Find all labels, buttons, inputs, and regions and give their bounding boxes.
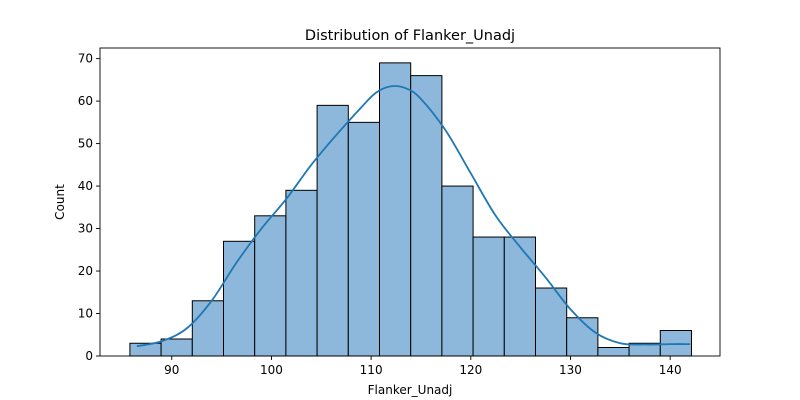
y-tick-label: 0 xyxy=(85,349,93,363)
y-axis-label: Count xyxy=(53,184,67,220)
kde-curve xyxy=(136,85,691,348)
x-tick-label: 110 xyxy=(360,363,383,377)
histogram-bar xyxy=(191,300,225,357)
histogram-bar xyxy=(472,236,505,357)
x-tick-label: 90 xyxy=(164,363,179,377)
histogram-bar xyxy=(597,347,630,357)
histogram-bar xyxy=(378,62,412,357)
histogram-bar xyxy=(441,185,474,357)
histogram-bar xyxy=(316,104,349,357)
x-tick-label: 140 xyxy=(659,363,682,377)
x-tick-label: 130 xyxy=(559,363,582,377)
histogram-bar xyxy=(566,317,599,357)
histogram-bar xyxy=(160,338,193,357)
histogram-bar xyxy=(503,236,536,357)
histogram-bar xyxy=(347,121,380,357)
y-tick-label: 20 xyxy=(78,264,93,278)
x-tick-label: 100 xyxy=(260,363,283,377)
x-tick-label: 120 xyxy=(459,363,482,377)
y-axis-ticks: 0 10 20 30 40 50 60 70 xyxy=(78,52,100,363)
x-axis-ticks: 90 100 110 120 130 140 xyxy=(164,356,682,377)
y-tick-label: 10 xyxy=(78,307,93,321)
x-axis-label: Flanker_Unadj xyxy=(368,383,453,397)
chart-title: Distribution of Flanker_Unadj xyxy=(305,28,515,44)
histogram-bar xyxy=(410,75,443,357)
y-tick-label: 60 xyxy=(78,94,93,108)
y-tick-label: 50 xyxy=(78,137,93,151)
y-tick-label: 70 xyxy=(78,52,93,66)
plot-frame xyxy=(99,47,721,357)
histogram-bar xyxy=(254,215,287,357)
y-tick-label: 30 xyxy=(78,222,93,236)
y-tick-label: 40 xyxy=(78,179,93,193)
histogram-bar xyxy=(285,189,318,357)
bars-group xyxy=(129,62,692,357)
